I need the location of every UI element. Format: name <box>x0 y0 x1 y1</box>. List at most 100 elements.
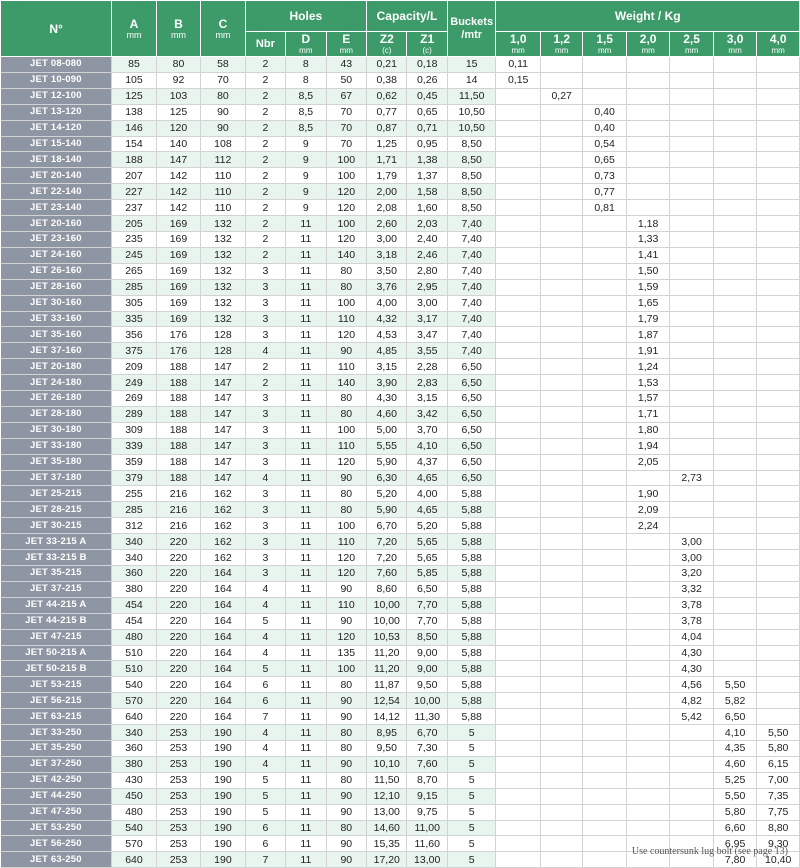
cell-z1: 5,65 <box>406 549 448 566</box>
cell-z1: 3,17 <box>406 311 448 328</box>
cell-b: 188 <box>156 454 202 471</box>
cell-c: 110 <box>200 167 246 185</box>
cell-w15: 0,81 <box>582 199 627 217</box>
cell-buckets: 7,40 <box>447 295 497 312</box>
cell-w25 <box>669 151 714 169</box>
cell-c: 90 <box>200 104 246 121</box>
cell-b: 92 <box>156 72 202 89</box>
cell-buckets: 5,88 <box>447 581 497 598</box>
cell-b: 253 <box>156 804 202 821</box>
cell-e: 80 <box>326 406 368 423</box>
cell-w15 <box>582 311 627 328</box>
cell-w12 <box>540 120 584 137</box>
table-row: JET 33-180 339 188 147 3 11 110 5,55 4,10 6,50 1,9… <box>0 438 800 455</box>
cell-w20 <box>626 788 671 805</box>
cell-w25: 3,78 <box>669 613 714 630</box>
cell-z1: 4,00 <box>406 485 448 503</box>
cell-b: 176 <box>156 342 202 360</box>
cell-w25 <box>669 215 714 232</box>
cell-z2: 10,00 <box>366 597 408 614</box>
cell-d: 11 <box>285 708 327 726</box>
table-row: JET 33-215 A 340 220 162 3 11 110 7,20 5,65 5,88 3… <box>0 533 800 551</box>
cell-a: 540 <box>111 676 157 694</box>
table-row: JET 23-140 237 142 110 2 9 120 2,08 1,60 8,50 0,81 <box>0 199 800 217</box>
cell-w20: 1,53 <box>626 374 671 392</box>
cell-w10 <box>495 565 541 582</box>
cell-w20 <box>626 692 671 710</box>
cell-w30 <box>713 501 758 519</box>
cell-w25 <box>669 501 714 519</box>
table-row: JET 37-250 380 253 190 4 11 90 10,10 7,60 5 4,60 6,… <box>0 756 800 773</box>
cell-w15 <box>582 565 627 582</box>
cell-buckets: 5,88 <box>447 708 497 726</box>
cell-buckets: 7,40 <box>447 342 497 360</box>
cell-w30 <box>713 406 758 423</box>
cell-b: 188 <box>156 406 202 423</box>
cell-w10 <box>495 692 541 710</box>
cell-w25 <box>669 120 714 137</box>
table-row: JET 28-215 285 216 162 3 11 80 5,90 4,65 5,88 2,09 <box>0 501 800 519</box>
cell-w30: 6,60 <box>713 820 758 837</box>
cell-a: 360 <box>111 565 157 582</box>
cell-w25 <box>669 326 714 344</box>
cell-z2: 4,32 <box>366 311 408 328</box>
cell-w15 <box>582 708 627 726</box>
cell-c: 110 <box>200 183 246 201</box>
cell-nbr: 5 <box>245 788 287 805</box>
col-header-w40: 4,0 mm <box>756 31 800 57</box>
cell-z1: 11,00 <box>406 820 448 837</box>
cell-name: JET 56-250 <box>0 835 113 853</box>
cell-z2: 13,00 <box>366 804 408 821</box>
cell-a: 340 <box>111 549 157 566</box>
cell-w10 <box>495 724 541 741</box>
cell-z1: 1,38 <box>406 151 448 169</box>
cell-w25 <box>669 788 714 805</box>
cell-z1: 7,60 <box>406 756 448 773</box>
table-row: JET 15-140 154 140 108 2 9 70 1,25 0,95 8,50 0,54 <box>0 136 800 153</box>
cell-w10 <box>495 549 541 566</box>
cell-a: 269 <box>111 390 157 407</box>
cell-nbr: 2 <box>245 120 287 137</box>
table-row: JET 35-180 359 188 147 3 11 120 5,90 4,37 6,50 2,0… <box>0 454 800 471</box>
cell-b: 253 <box>156 835 202 853</box>
table-row: JET 53-250 540 253 190 6 11 80 14,60 11,00 5 6,60 8… <box>0 820 800 837</box>
cell-w15 <box>582 851 627 868</box>
cell-w15 <box>582 454 627 471</box>
cell-w40 <box>756 215 800 232</box>
cell-w40 <box>756 342 800 360</box>
cell-w12 <box>540 517 584 535</box>
cell-name: JET 25-215 <box>0 485 113 503</box>
cell-z2: 2,60 <box>366 215 408 232</box>
cell-w40 <box>756 390 800 407</box>
cell-nbr: 2 <box>245 72 287 89</box>
cell-e: 120 <box>326 199 368 217</box>
cell-w25 <box>669 835 714 853</box>
cell-a: 340 <box>111 724 157 741</box>
table-row: JET 50-215 A 510 220 164 4 11 135 11,20 9,00 5,88… <box>0 645 800 662</box>
cell-name: JET 14-120 <box>0 120 113 137</box>
cell-w20 <box>626 533 671 551</box>
cell-buckets: 5,88 <box>447 692 497 710</box>
cell-buckets: 5 <box>447 835 497 853</box>
cell-nbr: 4 <box>245 740 287 757</box>
table-row: JET 35-250 360 253 190 4 11 80 9,50 7,30 5 4,35 5,8… <box>0 740 800 757</box>
cell-w30 <box>713 358 758 376</box>
cell-w12 <box>540 438 584 455</box>
cell-a: 207 <box>111 167 157 185</box>
cell-w30 <box>713 247 758 264</box>
cell-w15 <box>582 629 627 646</box>
cell-w20: 1,71 <box>626 406 671 423</box>
cell-w25 <box>669 438 714 455</box>
cell-nbr: 4 <box>245 342 287 360</box>
cell-w30 <box>713 263 758 280</box>
cell-buckets: 5 <box>447 820 497 837</box>
cell-b: 169 <box>156 279 202 296</box>
cell-w30 <box>713 311 758 328</box>
cell-c: 162 <box>200 533 246 551</box>
cell-w20 <box>626 183 671 201</box>
cell-a: 640 <box>111 851 157 868</box>
cell-b: 142 <box>156 199 202 217</box>
cell-nbr: 3 <box>245 485 287 503</box>
cell-buckets: 10,50 <box>447 120 497 137</box>
cell-w20 <box>626 56 671 73</box>
